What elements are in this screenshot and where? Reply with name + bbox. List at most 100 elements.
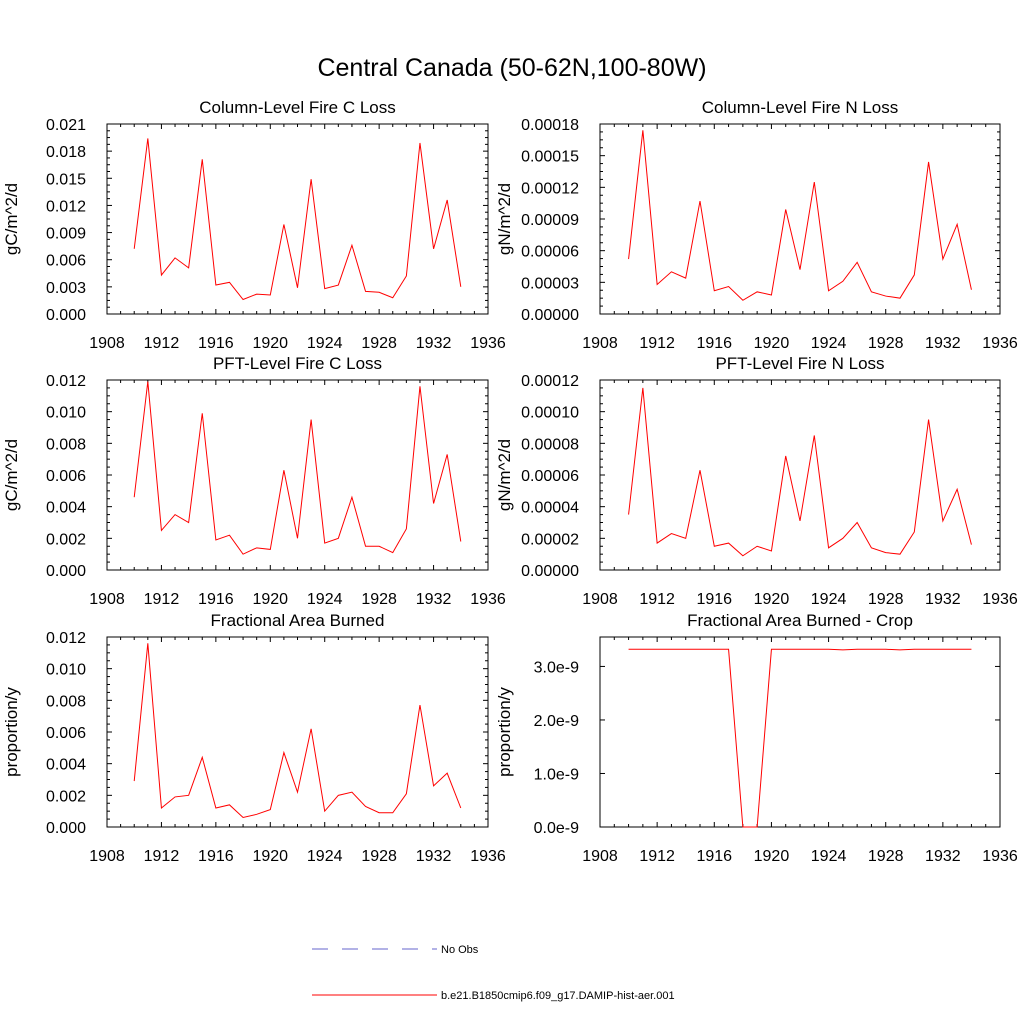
x-tick-label: 1908 [582, 335, 618, 352]
y-axis-label: gC/m^2/d [2, 439, 21, 511]
plot-frame [106, 379, 489, 571]
legend-label-model: b.e21.B1850cmip6.f09_g17.DAMIP-hist-aer.… [441, 990, 675, 1002]
x-tick-label: 1928 [868, 591, 904, 608]
x-tick-label: 1920 [754, 335, 790, 352]
x-tick-label: 1936 [470, 335, 506, 352]
y-tick-label: 1.0e-9 [534, 766, 579, 783]
x-tick-label: 1916 [696, 335, 732, 352]
y-tick-label: 0.010 [46, 405, 86, 422]
y-tick-label: 0.000 [46, 307, 86, 324]
plot-frame [599, 636, 1001, 828]
y-tick-label: 0.00012 [521, 180, 579, 197]
series-line [133, 381, 462, 555]
chart-panel: Column-Level Fire C Loss gC/m^2/d 1908 1912… [2, 98, 506, 352]
y-tick-label: 0.010 [46, 662, 86, 679]
panels: Column-Level Fire C Loss gC/m^2/d 1908 1912… [2, 98, 1018, 865]
y-tick-label: 2.0e-9 [534, 713, 579, 730]
x-tick-label: 1932 [416, 335, 452, 352]
x-tick-label: 1908 [89, 848, 125, 865]
y-tick-label: 0.006 [46, 725, 86, 742]
legend: No Obs b.e21.B1850cmip6.f09_g17.DAMIP-hi… [312, 944, 675, 1002]
x-tick-label: 1920 [252, 591, 288, 608]
panel-title: PFT-Level Fire C Loss [213, 354, 382, 373]
x-tick-label: 1916 [198, 848, 234, 865]
x-tick-label: 1928 [868, 848, 904, 865]
y-tick-label: 0.00006 [521, 468, 579, 485]
x-tick-label: 1908 [582, 591, 618, 608]
y-tick-label: 0.018 [46, 144, 86, 161]
y-tick-label: 0.006 [46, 468, 86, 485]
x-tick-label: 1928 [361, 335, 397, 352]
y-tick-label: 0.012 [46, 198, 86, 215]
y-tick-label: 0.009 [46, 226, 86, 243]
x-tick-label: 1912 [639, 848, 675, 865]
series-line [628, 387, 972, 557]
y-tick-label: 0.00000 [521, 563, 579, 580]
y-tick-label: 0.00010 [521, 405, 579, 422]
y-tick-label: 0.000 [46, 563, 86, 580]
y-axis-label: gN/m^2/d [495, 183, 514, 255]
y-tick-label: 0.004 [46, 757, 86, 774]
y-axis-label: gN/m^2/d [495, 439, 514, 511]
y-tick-label: 0.015 [46, 171, 86, 188]
x-tick-label: 1912 [144, 335, 180, 352]
y-tick-label: 3.0e-9 [534, 659, 579, 676]
y-tick-label: 0.00006 [521, 244, 579, 261]
x-tick-label: 1920 [754, 591, 790, 608]
x-tick-label: 1924 [811, 848, 847, 865]
chart-panel: PFT-Level Fire N Loss gN/m^2/d 1908 1912 191… [495, 354, 1018, 608]
x-tick-label: 1916 [198, 335, 234, 352]
chart-panel: Column-Level Fire N Loss gN/m^2/d 1908 1912… [495, 98, 1018, 352]
y-tick-label: 0.006 [46, 253, 86, 270]
y-tick-label: 0.00018 [521, 117, 579, 134]
y-tick-label: 0.00012 [521, 373, 579, 390]
x-tick-label: 1920 [754, 848, 790, 865]
x-tick-label: 1912 [144, 591, 180, 608]
y-tick-label: 0.012 [46, 630, 86, 647]
y-tick-label: 0.0e-9 [534, 820, 579, 837]
plot-frame [599, 123, 1001, 315]
x-tick-label: 1908 [89, 591, 125, 608]
chart-panel: PFT-Level Fire C Loss gC/m^2/d 1908 1912 191… [2, 354, 506, 608]
y-tick-label: 0.012 [46, 373, 86, 390]
y-tick-label: 0.00009 [521, 212, 579, 229]
x-tick-label: 1924 [811, 335, 847, 352]
panel-title: Fractional Area Burned [211, 611, 385, 630]
x-tick-label: 1912 [144, 848, 180, 865]
main-title: Central Canada (50-62N,100-80W) [317, 54, 706, 82]
x-tick-label: 1916 [696, 848, 732, 865]
x-tick-label: 1932 [416, 591, 452, 608]
x-tick-label: 1936 [982, 848, 1018, 865]
x-tick-label: 1920 [252, 848, 288, 865]
series-line [133, 138, 462, 301]
y-tick-label: 0.00002 [521, 531, 579, 548]
y-tick-label: 0.00004 [521, 500, 579, 517]
x-tick-label: 1924 [307, 591, 343, 608]
x-tick-label: 1936 [982, 335, 1018, 352]
series-line [628, 648, 972, 828]
x-tick-label: 1924 [307, 335, 343, 352]
chart-panel: Fractional Area Burned - Crop proportion/… [495, 611, 1018, 865]
y-tick-label: 0.000 [46, 820, 86, 837]
x-tick-label: 1936 [982, 591, 1018, 608]
x-tick-label: 1924 [811, 591, 847, 608]
series-line [628, 130, 972, 301]
y-tick-label: 0.002 [46, 788, 86, 805]
y-axis-label: proportion/y [495, 687, 514, 777]
y-tick-label: 0.00003 [521, 275, 579, 292]
chart-panel: Fractional Area Burned proportion/y 1908 19… [2, 611, 506, 865]
x-tick-label: 1928 [868, 335, 904, 352]
y-tick-label: 0.00008 [521, 436, 579, 453]
y-tick-label: 0.00015 [521, 149, 579, 166]
x-tick-label: 1936 [470, 848, 506, 865]
y-axis-label: gC/m^2/d [2, 183, 21, 255]
x-tick-label: 1932 [416, 848, 452, 865]
panel-title: Column-Level Fire N Loss [702, 98, 899, 117]
y-tick-label: 0.008 [46, 693, 86, 710]
x-tick-label: 1912 [639, 335, 675, 352]
x-tick-label: 1928 [361, 848, 397, 865]
x-tick-label: 1908 [89, 335, 125, 352]
panel-title: Fractional Area Burned - Crop [687, 611, 913, 630]
panel-title: PFT-Level Fire N Loss [715, 354, 884, 373]
